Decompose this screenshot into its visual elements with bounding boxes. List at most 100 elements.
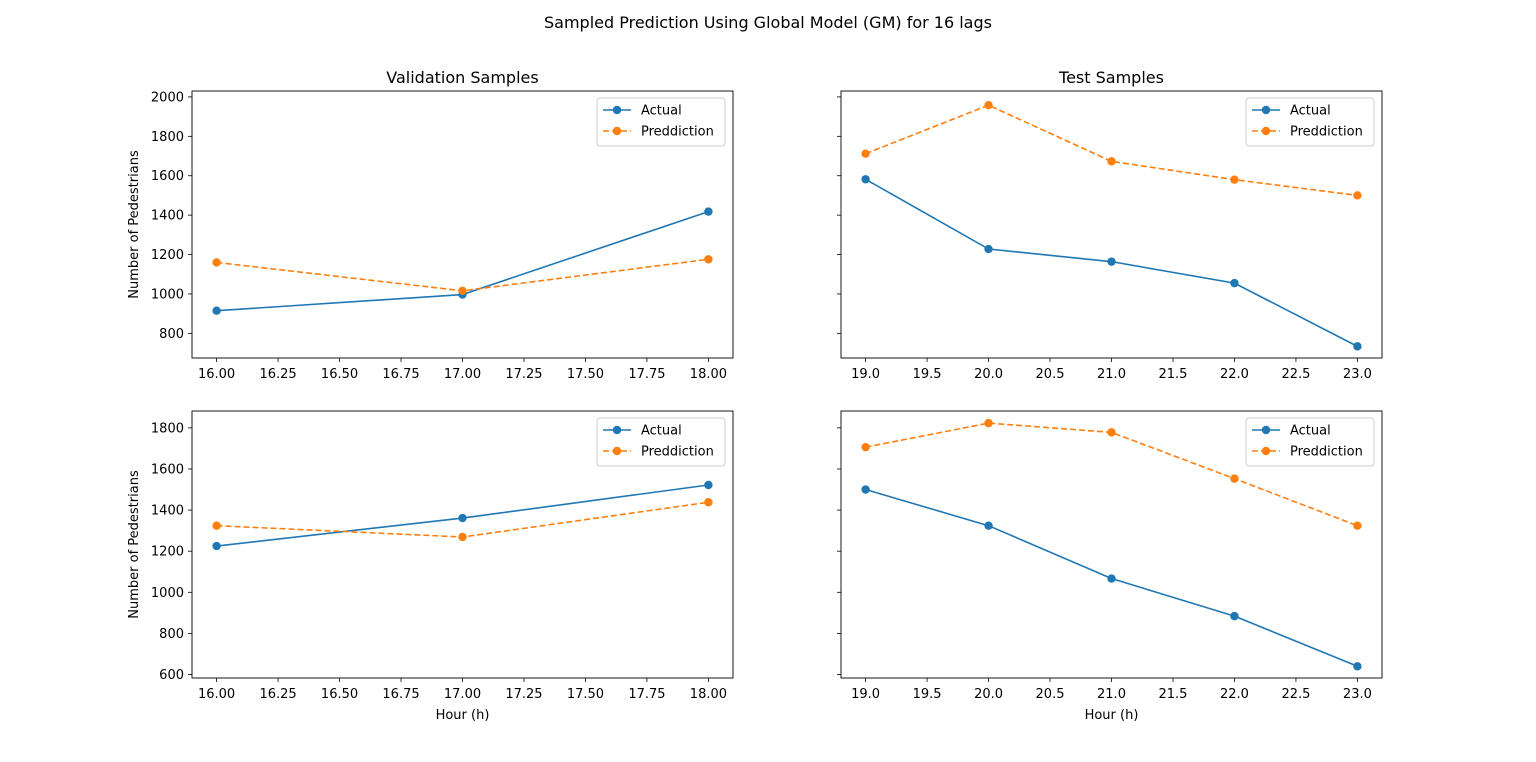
x-tick-label: 16.00	[198, 367, 235, 382]
data-point-actual	[984, 521, 993, 530]
y-tick-label: 1600	[151, 169, 184, 184]
legend-marker-actual	[612, 425, 622, 435]
data-point-prediction	[1107, 428, 1116, 437]
x-tick-label: 22.5	[1281, 367, 1310, 382]
x-tick-label: 17.00	[444, 367, 481, 382]
y-tick-label: 1400	[151, 504, 184, 519]
axes-frame	[191, 90, 734, 359]
axes-frame	[191, 410, 734, 679]
series-line-prediction	[865, 104, 1358, 197]
x-tick-label: 17.75	[628, 687, 665, 702]
legend: Actual Preddiction	[596, 97, 726, 147]
x-tick-label: 21.0	[1097, 367, 1126, 382]
data-point-actual	[1353, 342, 1362, 351]
subplot-1: 16.00 16.25 16.50 16.75 17.00 17.25 17.50 17.75…	[127, 68, 734, 382]
legend-label: Actual	[641, 104, 682, 119]
data-point-actual	[1107, 574, 1116, 583]
y-axis-label: Number of Pedestrians	[127, 150, 142, 299]
legend: Actual Preddiction	[596, 417, 726, 467]
y-tick-label: 1600	[151, 462, 184, 477]
x-tick-label: 20.0	[974, 367, 1003, 382]
subplot-4: 19.0 19.5 20.0 20.5 21.0 21.5 22.0 22.5 23.0 Hour…	[837, 410, 1383, 723]
x-tick-label: 18.00	[690, 367, 727, 382]
x-tick-label: 18.00	[690, 687, 727, 702]
legend-label: Preddiction	[641, 125, 714, 140]
legend: Actual Preddiction	[1245, 417, 1375, 467]
y-axis-label: Number of Pedestrians	[127, 470, 142, 619]
y-tick-label: 1200	[151, 545, 184, 560]
x-tick-label: 21.5	[1159, 367, 1188, 382]
y-tick-label: 1000	[151, 586, 184, 601]
x-tick-label: 23.0	[1343, 687, 1372, 702]
legend-label: Preddiction	[1290, 125, 1363, 140]
legend-marker-prediction	[612, 446, 622, 456]
x-tick-label: 19.5	[913, 687, 942, 702]
legend-marker-actual	[1261, 425, 1271, 435]
data-point-prediction	[1353, 521, 1362, 530]
y-tick-label: 1400	[151, 209, 184, 224]
data-point-prediction	[458, 286, 467, 296]
x-tick-label: 20.5	[1036, 367, 1065, 382]
x-tick-label: 16.50	[321, 687, 358, 702]
data-point-actual	[458, 513, 467, 523]
data-point-prediction	[984, 100, 993, 110]
x-tick-label: 16.75	[382, 687, 419, 702]
data-point-prediction	[704, 498, 713, 507]
data-point-actual	[1230, 278, 1239, 288]
y-tick-label: 800	[159, 627, 184, 642]
x-axis-label: Hour (h)	[1085, 708, 1139, 723]
x-tick-label: 17.00	[444, 687, 481, 702]
figure-title: Sampled Prediction Using Global Model (G…	[544, 13, 992, 32]
data-point-actual	[704, 480, 713, 490]
x-tick-label: 16.25	[259, 367, 296, 382]
x-tick-label: 17.75	[628, 367, 665, 382]
data-point-prediction	[1230, 175, 1239, 184]
series-line-prediction	[216, 258, 709, 292]
data-point-actual	[704, 207, 713, 216]
x-tick-label: 17.50	[567, 367, 604, 382]
legend-marker-prediction	[1261, 126, 1271, 136]
data-point-actual	[861, 175, 870, 184]
subplot-2: 19.0 19.5 20.0 20.5 21.0 21.5 22.0 22.5 23.0 Test…	[837, 68, 1383, 382]
legend: Actual Preddiction	[1245, 97, 1375, 147]
x-tick-label: 22.0	[1220, 367, 1249, 382]
legend-marker-prediction	[1261, 446, 1271, 456]
x-tick-label: 21.0	[1097, 687, 1126, 702]
data-point-prediction	[1107, 157, 1116, 166]
x-tick-label: 16.00	[198, 687, 235, 702]
x-tick-label: 17.50	[567, 687, 604, 702]
x-tick-label: 16.50	[321, 367, 358, 382]
data-point-actual	[212, 541, 221, 551]
data-point-actual	[861, 485, 870, 494]
data-point-actual	[212, 306, 221, 315]
x-tick-label: 17.25	[505, 367, 542, 382]
y-tick-label: 600	[159, 668, 184, 683]
axes-frame	[840, 90, 1383, 359]
y-tick-label: 1800	[151, 421, 184, 436]
data-point-prediction	[458, 532, 467, 542]
x-tick-label: 16.75	[382, 367, 419, 382]
x-tick-label: 20.5	[1036, 687, 1065, 702]
subplots: 16.00 16.25 16.50 16.75 17.00 17.25 17.50 17.75…	[127, 68, 1383, 723]
data-point-prediction	[212, 258, 221, 267]
x-tick-label: 22.5	[1281, 687, 1310, 702]
legend-label: Preddiction	[641, 445, 714, 460]
x-tick-label: 19.0	[851, 687, 880, 702]
data-point-prediction	[704, 255, 713, 264]
x-tick-label: 22.0	[1220, 687, 1249, 702]
subplot-title: Validation Samples	[386, 68, 538, 87]
data-point-prediction	[1230, 474, 1239, 483]
y-tick-label: 800	[159, 327, 184, 342]
x-tick-label: 23.0	[1343, 367, 1372, 382]
x-tick-label: 16.25	[259, 687, 296, 702]
legend-label: Actual	[1290, 104, 1331, 119]
data-point-actual	[984, 244, 993, 254]
legend-label: Actual	[1290, 424, 1331, 439]
data-point-actual	[1353, 662, 1362, 671]
legend-label: Preddiction	[1290, 445, 1363, 460]
data-point-prediction	[984, 418, 993, 428]
x-tick-label: 20.0	[974, 687, 1003, 702]
x-tick-label: 21.5	[1159, 687, 1188, 702]
y-tick-label: 1000	[151, 287, 184, 302]
